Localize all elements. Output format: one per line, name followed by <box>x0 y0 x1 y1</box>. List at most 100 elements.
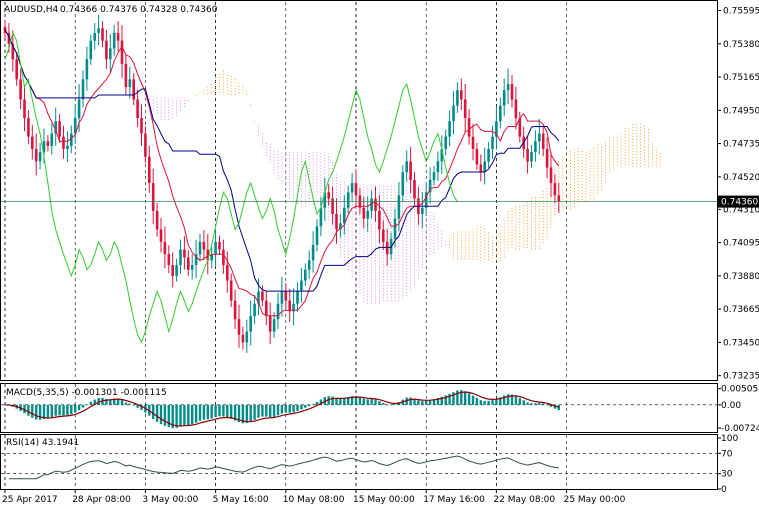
candle-body <box>343 207 346 224</box>
macd-bar <box>249 404 252 422</box>
macd-bar <box>89 401 92 405</box>
candle-body <box>311 244 315 261</box>
macd-bar <box>280 404 284 414</box>
candle-body <box>475 148 479 165</box>
rsi-tick-label: 70 <box>721 449 733 459</box>
macd-bar <box>319 399 323 405</box>
candle-body <box>132 79 135 100</box>
price-tick-label: 0.74735 <box>723 140 759 150</box>
price-tick-label: 0.74310 <box>723 205 759 215</box>
candle-body <box>116 32 120 41</box>
macd-bar <box>183 404 186 426</box>
macd-bar <box>538 402 541 405</box>
rsi-tick-label: 0 <box>721 485 727 495</box>
macd-bar <box>432 399 436 405</box>
macd-bar <box>471 395 475 405</box>
candle-body <box>128 79 132 88</box>
macd-bar <box>23 404 26 414</box>
macd-bar <box>542 403 545 405</box>
macd-bar <box>436 398 440 405</box>
candle-body <box>253 303 256 317</box>
macd-bar <box>362 398 365 405</box>
candle-body <box>393 218 397 239</box>
candle-body <box>19 79 22 100</box>
macd-bar <box>366 399 369 405</box>
macd-bar <box>526 402 529 405</box>
candle-body <box>81 79 85 100</box>
candle-body <box>541 133 545 149</box>
macd-bar <box>389 404 393 406</box>
candle-body <box>73 118 77 134</box>
macd-bar <box>113 398 116 405</box>
candle-body <box>382 229 385 242</box>
macd-bar <box>70 404 73 415</box>
chikou-line <box>4 31 458 344</box>
macd-bar <box>202 404 206 420</box>
candle-body <box>148 156 151 184</box>
candle-body <box>448 121 451 137</box>
candle-body <box>109 48 112 60</box>
candle-body <box>11 43 15 60</box>
macd-bar <box>31 404 34 418</box>
time-tick-label: 28 Apr 08:00 <box>72 495 131 505</box>
macd-bar <box>339 398 342 405</box>
macd-tick-label: -0.007249 <box>721 424 759 434</box>
macd-bar <box>350 396 354 405</box>
candle-body <box>518 118 522 137</box>
time-tick-label: 3 May 00:00 <box>142 495 198 505</box>
candle-body <box>42 141 46 153</box>
candle-body <box>97 28 100 33</box>
candle-body <box>171 265 174 276</box>
macd-bar <box>428 399 432 405</box>
macd-bar <box>38 404 42 420</box>
candle-body <box>421 207 424 214</box>
macd-bar <box>557 404 560 411</box>
candle-body <box>315 226 319 245</box>
macd-label: MACD(5,35,5) -0.001301 -0.001115 <box>6 388 167 398</box>
rsi-label: RSI(14) 43.1941 <box>6 438 79 448</box>
candle-body <box>436 161 440 173</box>
macd-bar <box>198 404 202 421</box>
macd-bar <box>116 398 120 405</box>
macd-bar <box>421 401 424 405</box>
current-price-box <box>718 195 759 208</box>
macd-bar <box>378 401 381 405</box>
candle-body <box>257 291 260 304</box>
ohlc-readout: 0.74366 0.74376 0.74328 0.74360 <box>60 5 218 15</box>
candle-body <box>483 161 486 173</box>
time-axis: 25 Apr 2017 28 Apr 08:00 3 May 00:00 5 May … <box>2 489 626 505</box>
macd-tick-label: 0.005052 <box>721 385 759 395</box>
candle-body <box>354 183 358 196</box>
candle-body <box>362 207 366 219</box>
macd-bar <box>545 404 549 406</box>
price-axis: 0.75595 0.75380 0.75165 0.74950 0.74735 0.745… <box>717 7 759 382</box>
macd-bar <box>155 404 159 422</box>
candle-body <box>397 195 401 219</box>
macd-bar <box>343 398 346 405</box>
ichimoku-lines <box>1 29 717 344</box>
candle-body <box>245 331 249 343</box>
macd-bar <box>261 404 264 417</box>
macd-bar <box>210 404 213 419</box>
candle-body <box>261 291 264 301</box>
macd-bar <box>265 404 268 417</box>
macd-bar <box>35 404 38 420</box>
candle-body <box>401 172 405 196</box>
macd-bar <box>85 404 89 406</box>
candlesticks <box>3 14 561 353</box>
macd-bar <box>66 404 69 416</box>
macd-bar <box>374 399 377 405</box>
macd-bar <box>417 400 420 405</box>
macd-bar <box>93 399 96 405</box>
candle-body <box>374 198 377 211</box>
price-tick-label: 0.74095 <box>723 239 759 249</box>
price-tick-label: 0.74950 <box>723 106 759 116</box>
macd-bar <box>218 404 221 417</box>
time-tick-label: 10 May 08:00 <box>283 495 345 505</box>
macd-bar <box>214 404 217 417</box>
macd-bar <box>534 403 537 405</box>
macd-bar <box>335 397 338 405</box>
macd-bar <box>222 404 225 417</box>
macd-bar <box>358 397 362 405</box>
candle-body <box>46 141 50 146</box>
